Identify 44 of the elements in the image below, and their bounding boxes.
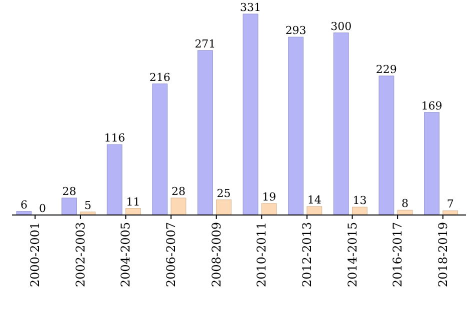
bar	[333, 32, 349, 216]
data-label: 7	[446, 198, 454, 211]
bar	[216, 200, 232, 216]
data-label: 331	[240, 1, 262, 14]
data-label: 6	[20, 198, 28, 212]
data-label: 300	[330, 20, 352, 33]
data-label: 169	[421, 99, 442, 112]
bar	[152, 84, 168, 216]
x-tick-label: 2018-2019	[436, 222, 450, 288]
bar	[306, 206, 322, 216]
data-label: 271	[194, 37, 216, 50]
data-label: 25	[216, 186, 231, 200]
data-label: 229	[376, 62, 397, 76]
bar	[170, 198, 186, 216]
bar	[288, 36, 304, 216]
bar	[197, 50, 213, 216]
bar	[62, 198, 77, 216]
x-tick-label: 2012-2013	[300, 222, 314, 288]
data-label: 8	[402, 197, 409, 210]
data-label: 19	[262, 190, 276, 204]
x-tick-label: 2000-2001	[28, 222, 42, 288]
data-label: 28	[171, 184, 186, 198]
data-label: 5	[84, 198, 92, 212]
x-tick-label: 2014-2015	[345, 222, 360, 288]
x-tick-label: 2010-2011	[254, 222, 269, 288]
data-label: 293	[285, 24, 306, 38]
x-tick-label: 2008-2009	[209, 222, 224, 288]
data-label: 14	[307, 194, 322, 206]
bar	[106, 144, 122, 216]
x-tick-label: 2016-2017	[390, 222, 405, 288]
data-label: 116	[104, 132, 126, 145]
bar	[242, 14, 258, 216]
bar	[125, 208, 141, 216]
data-label: 28	[62, 184, 76, 198]
data-label: 11	[126, 195, 140, 208]
data-label: 216	[149, 70, 170, 84]
data-label: 0	[39, 202, 46, 215]
x-tick-label: 2006-2007	[164, 222, 178, 288]
bar	[261, 203, 277, 216]
bar	[378, 76, 394, 216]
x-tick-label: 2004-2005	[118, 222, 133, 288]
bar	[424, 112, 440, 216]
x-tick-label: 2002-2003	[73, 222, 88, 288]
data-label: 13	[352, 194, 367, 208]
